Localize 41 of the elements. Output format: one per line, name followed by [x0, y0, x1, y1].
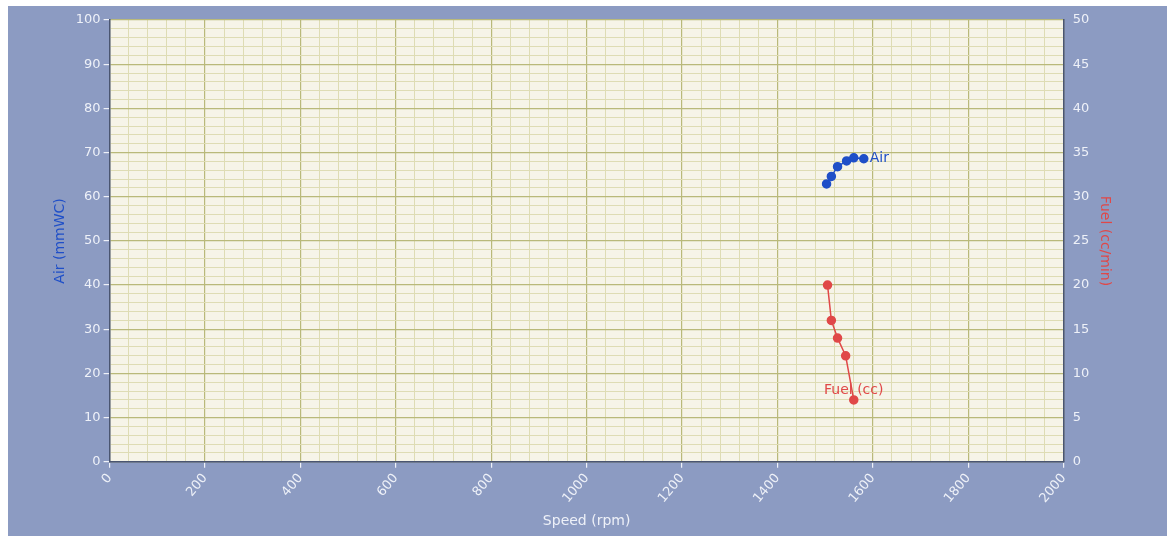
y2-tick-label: 35 [1072, 143, 1090, 159]
y2-tick-label: 20 [1072, 276, 1090, 292]
series-label: Fuel (cc) [824, 380, 884, 397]
point [826, 315, 837, 326]
y2-axis-title: Fuel (cc/min) [1097, 195, 1114, 287]
point [832, 161, 843, 172]
x-tick-label: 400 [277, 470, 306, 499]
point [822, 280, 833, 290]
y-tick-label: 100 [75, 11, 101, 27]
point [826, 171, 837, 182]
y2-tick-label: 10 [1072, 364, 1090, 380]
y-tick-label: 20 [84, 364, 101, 380]
y-axis-title: Air (mmWC) [51, 198, 68, 284]
y2-tick-label: 5 [1072, 409, 1081, 425]
point [859, 153, 869, 164]
y-tick-label: 0 [92, 453, 101, 469]
point [832, 333, 843, 343]
y2-tick-label: 15 [1072, 320, 1090, 336]
y-tick-label: 50 [84, 232, 101, 248]
y2-tick-label: 40 [1072, 99, 1090, 115]
y-tick-label: 70 [84, 143, 101, 159]
y2-tick-label: 30 [1072, 188, 1090, 204]
y2-tick-label: 0 [1072, 453, 1081, 469]
point [840, 351, 851, 361]
point [849, 395, 859, 405]
y2-tick-label: 50 [1072, 11, 1090, 27]
x-tick-label: 0 [97, 470, 115, 487]
y2-tick-label: 25 [1072, 232, 1090, 248]
y-tick-label: 60 [84, 188, 101, 204]
point [849, 153, 859, 163]
x-tick-label: 600 [373, 470, 401, 499]
y2-tick-label: 45 [1072, 55, 1090, 71]
y-tick-label: 30 [84, 320, 101, 336]
y-tick-label: 90 [84, 55, 101, 71]
point [821, 179, 832, 189]
x-axis-title: Speed (rpm) [542, 512, 631, 529]
y-tick-label: 10 [84, 409, 101, 425]
y-tick-label: 40 [84, 276, 101, 292]
y-tick-label: 80 [84, 99, 101, 115]
point [841, 156, 852, 166]
series-label: Air [869, 149, 890, 166]
